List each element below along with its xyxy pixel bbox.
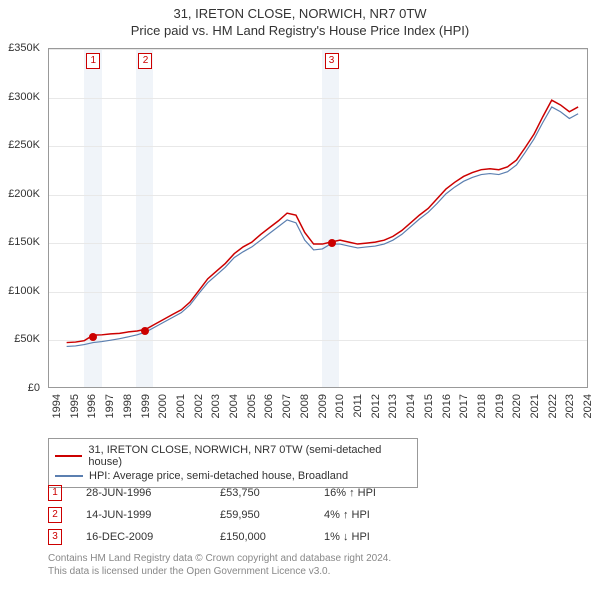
x-tick-label: 2013 <box>387 394 399 418</box>
chart-title: 31, IRETON CLOSE, NORWICH, NR7 0TW Price… <box>0 0 600 38</box>
legend-swatch <box>55 455 82 457</box>
x-tick-label: 2006 <box>263 394 275 418</box>
x-tick-label: 2018 <box>476 394 488 418</box>
x-axis-labels: 1994 1995 1996 1997 1998 1999 2000 2001 2002 2003… <box>48 390 588 435</box>
sale-marker-dot <box>328 239 336 247</box>
x-tick-label: 1994 <box>51 394 63 418</box>
sale-marker-label: 2 <box>138 53 152 69</box>
legend-row: HPI: Average price, semi-detached house,… <box>55 469 411 483</box>
chart-svg <box>49 49 587 387</box>
x-tick-label: 2016 <box>441 394 453 418</box>
series-line <box>67 107 578 346</box>
y-tick-label: £300K <box>8 91 40 103</box>
legend-swatch <box>55 475 83 477</box>
event-pct: 16% ↑ HPI <box>324 487 414 499</box>
x-tick-label: 2017 <box>458 394 470 418</box>
x-tick-label: 2001 <box>175 394 187 418</box>
legend-label: HPI: Average price, semi-detached house,… <box>89 470 348 482</box>
event-marker: 3 <box>48 529 62 545</box>
legend-box: 31, IRETON CLOSE, NORWICH, NR7 0TW (semi… <box>48 438 418 488</box>
event-marker: 2 <box>48 507 62 523</box>
series-line <box>67 100 578 342</box>
x-tick-label: 2011 <box>352 394 364 418</box>
sale-marker-label: 3 <box>325 53 339 69</box>
event-date: 14-JUN-1999 <box>86 509 196 521</box>
y-tick-label: £100K <box>8 285 40 297</box>
legend-label: 31, IRETON CLOSE, NORWICH, NR7 0TW (semi… <box>88 444 411 468</box>
event-price: £150,000 <box>220 531 300 543</box>
x-tick-label: 1995 <box>69 394 81 418</box>
x-tick-label: 2004 <box>228 394 240 418</box>
y-tick-label: £200K <box>8 188 40 200</box>
event-price: £59,950 <box>220 509 300 521</box>
footer-attribution: Contains HM Land Registry data © Crown c… <box>48 552 391 578</box>
x-tick-label: 1997 <box>104 394 116 418</box>
x-tick-label: 2021 <box>529 394 541 418</box>
title-line2: Price paid vs. HM Land Registry's House … <box>0 23 600 38</box>
x-tick-label: 2019 <box>494 394 506 418</box>
x-tick-label: 2008 <box>299 394 311 418</box>
x-tick-label: 2023 <box>564 394 576 418</box>
legend-row: 31, IRETON CLOSE, NORWICH, NR7 0TW (semi… <box>55 443 411 469</box>
sale-events: 1 28-JUN-1996 £53,750 16% ↑ HPI 2 14-JUN-1999… <box>48 482 588 548</box>
x-tick-label: 2020 <box>511 394 523 418</box>
x-tick-label: 2003 <box>210 394 222 418</box>
x-tick-label: 2002 <box>193 394 205 418</box>
event-price: £53,750 <box>220 487 300 499</box>
y-tick-label: £350K <box>8 42 40 54</box>
x-tick-label: 2007 <box>281 394 293 418</box>
event-date: 16-DEC-2009 <box>86 531 196 543</box>
event-pct: 1% ↓ HPI <box>324 531 414 543</box>
x-tick-label: 2005 <box>246 394 258 418</box>
x-tick-label: 2015 <box>423 394 435 418</box>
x-tick-label: 2010 <box>334 394 346 418</box>
footer-line2: This data is licensed under the Open Gov… <box>48 565 391 578</box>
x-tick-label: 2009 <box>317 394 329 418</box>
title-line1: 31, IRETON CLOSE, NORWICH, NR7 0TW <box>0 6 600 21</box>
sale-marker-label: 1 <box>86 53 100 69</box>
y-tick-label: £250K <box>8 139 40 151</box>
y-axis-labels: £0£50K£100K£150K£200K£250K£300K£350K <box>0 48 44 388</box>
x-tick-label: 2024 <box>582 394 594 418</box>
event-pct: 4% ↑ HPI <box>324 509 414 521</box>
y-tick-label: £0 <box>28 382 40 394</box>
event-date: 28-JUN-1996 <box>86 487 196 499</box>
x-tick-label: 1996 <box>86 394 98 418</box>
sale-marker-dot <box>89 333 97 341</box>
event-row: 3 16-DEC-2009 £150,000 1% ↓ HPI <box>48 526 588 548</box>
x-tick-label: 2012 <box>370 394 382 418</box>
y-tick-label: £150K <box>8 236 40 248</box>
x-tick-label: 2000 <box>157 394 169 418</box>
x-tick-label: 1998 <box>122 394 134 418</box>
event-row: 1 28-JUN-1996 £53,750 16% ↑ HPI <box>48 482 588 504</box>
x-tick-label: 2014 <box>405 394 417 418</box>
x-tick-label: 1999 <box>140 394 152 418</box>
x-tick-label: 2022 <box>547 394 559 418</box>
event-marker: 1 <box>48 485 62 501</box>
y-tick-label: £50K <box>14 333 40 345</box>
chart-plot-area: 1 2 3 <box>48 48 588 388</box>
footer-line1: Contains HM Land Registry data © Crown c… <box>48 552 391 565</box>
event-row: 2 14-JUN-1999 £59,950 4% ↑ HPI <box>48 504 588 526</box>
